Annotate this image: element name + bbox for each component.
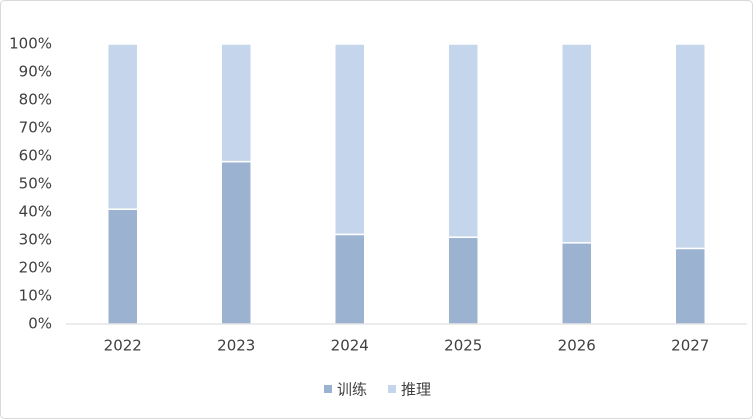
- bar-segment: [220, 160, 252, 325]
- bar-segment: [447, 43, 479, 238]
- y-tick-label: 30%: [19, 231, 52, 249]
- bar-segment: [674, 43, 706, 250]
- x-tick-label: 2025: [444, 337, 482, 355]
- bar-segment: [334, 233, 366, 325]
- bar-segment: [220, 43, 252, 163]
- y-tick-label: 40%: [19, 203, 52, 221]
- bar-segment: [561, 242, 593, 325]
- x-tick-label: 2027: [671, 337, 709, 355]
- y-tick-label: 100%: [9, 35, 52, 53]
- x-tick-label: 2026: [558, 337, 596, 355]
- y-tick-label: 10%: [19, 287, 52, 305]
- y-tick-label: 70%: [19, 119, 52, 137]
- y-tick-label: 90%: [19, 63, 52, 81]
- bar-segment: [447, 236, 479, 325]
- x-tick-label: 2024: [331, 337, 369, 355]
- bar-segment: [107, 208, 139, 325]
- bar-segment: [334, 43, 366, 236]
- x-tick-label: 2023: [217, 337, 255, 355]
- bar-segment: [674, 247, 706, 325]
- y-tick-label: 20%: [19, 259, 52, 277]
- y-tick-label: 0%: [28, 315, 52, 333]
- y-tick-label: 60%: [19, 147, 52, 165]
- legend-swatch: [324, 385, 332, 393]
- y-tick-label: 80%: [19, 91, 52, 109]
- legend-label: 训练: [337, 381, 367, 399]
- y-tick-label: 50%: [19, 175, 52, 193]
- legend-swatch: [388, 385, 396, 393]
- bar-segment: [561, 43, 593, 244]
- x-tick-label: 2022: [104, 337, 142, 355]
- legend-label: 推理: [401, 381, 431, 399]
- bar-segment: [107, 43, 139, 210]
